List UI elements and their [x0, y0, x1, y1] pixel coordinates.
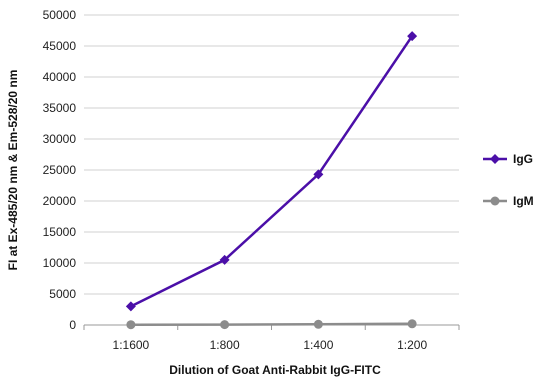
- legend-item-igg: IgG: [483, 152, 533, 166]
- y-tick-label: 40000: [43, 70, 77, 84]
- series-igg: [125, 31, 418, 312]
- y-tick-label: 10000: [43, 256, 77, 270]
- series-line-igg: [130, 35, 414, 308]
- data-point-igg: [125, 301, 136, 312]
- y-tick-labels: 0 5000 10000 15000 20000 25000 30000 35000 40000…: [43, 8, 77, 332]
- y-tick-label: 50000: [43, 8, 77, 22]
- data-point-igg: [219, 254, 230, 265]
- x-tick-label: 1:200: [397, 338, 427, 352]
- series-line-igm: [130, 322, 413, 326]
- series: [125, 31, 418, 330]
- x-tick-label: 1:800: [210, 338, 240, 352]
- x-tick-label: 1:400: [303, 338, 333, 352]
- y-tick-label: 30000: [43, 132, 77, 146]
- x-tick-label: 1:1600: [113, 338, 150, 352]
- data-point-igm: [126, 320, 136, 330]
- x-tick-labels: 1:1600 1:800 1:400 1:200: [113, 338, 428, 352]
- y-tick-label: 0: [69, 318, 76, 332]
- series-igm: [126, 319, 417, 330]
- legend: IgG IgM: [483, 152, 534, 208]
- y-tick-label: 35000: [43, 101, 77, 115]
- x-axis-title: Dilution of Goat Anti-Rabbit IgG-FITC: [169, 363, 381, 377]
- data-point-igm: [220, 320, 230, 330]
- legend-label-igg: IgG: [513, 152, 533, 166]
- y-tick-label: 5000: [49, 287, 76, 301]
- legend-label-igm: IgM: [513, 194, 534, 208]
- y-axis-title: FI at Ex-485/20 nm & Em-528/20 nm: [6, 70, 20, 271]
- data-point-igm: [407, 319, 417, 329]
- legend-item-igm: IgM: [483, 194, 534, 208]
- legend-marker-igg: [490, 154, 500, 164]
- y-tick-label: 15000: [43, 225, 77, 239]
- data-point-igg: [313, 169, 324, 180]
- data-point-igg: [407, 31, 418, 42]
- gridlines: [84, 14, 459, 295]
- legend-marker-igm: [490, 196, 500, 206]
- y-tick-label: 25000: [43, 163, 77, 177]
- data-point-igm: [313, 319, 323, 329]
- y-tick-label: 45000: [43, 39, 77, 53]
- y-tick-label: 20000: [43, 194, 77, 208]
